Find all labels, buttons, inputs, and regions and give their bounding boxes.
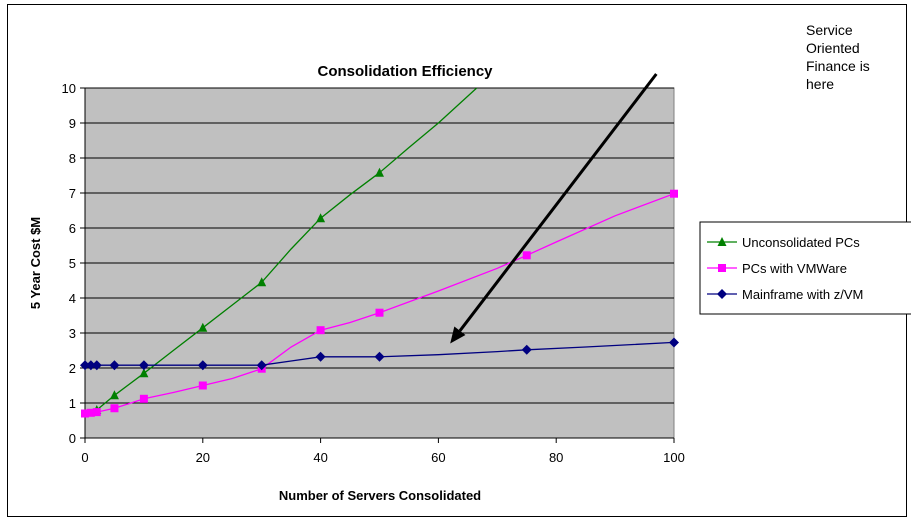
data-point — [109, 390, 119, 400]
data-point — [315, 351, 326, 362]
y-tick-label: 9 — [69, 116, 76, 131]
y-tick-label: 5 — [69, 256, 76, 271]
data-point — [109, 360, 120, 371]
y-tick-label: 6 — [69, 221, 76, 236]
y-tick-label: 2 — [69, 361, 76, 376]
y-tick-label: 8 — [69, 151, 76, 166]
data-point — [139, 394, 148, 403]
data-point — [669, 337, 679, 348]
annotation-arrowhead — [450, 326, 466, 344]
x-tick-label: 100 — [663, 450, 685, 465]
annotation-arrow — [458, 73, 658, 332]
data-point — [91, 360, 102, 371]
annotation: Service Oriented Finance is here — [450, 22, 870, 344]
data-point — [257, 277, 267, 287]
data-point — [316, 213, 326, 223]
data-point — [139, 368, 149, 378]
data-point — [521, 344, 532, 355]
y-tick-label: 10 — [62, 81, 76, 96]
y-tick-label: 1 — [69, 396, 76, 411]
legend-entry: PCs with VMWare — [707, 261, 847, 276]
legend-marker — [718, 264, 726, 272]
y-axis-title: 5 Year Cost $M — [28, 217, 43, 309]
data-point — [670, 189, 678, 198]
series-line — [85, 341, 674, 366]
legend-marker — [717, 289, 727, 299]
data-point — [86, 408, 95, 417]
series-mainframe-zvm — [80, 337, 679, 371]
annotation-text-line: Service — [806, 22, 853, 38]
data-point — [92, 408, 101, 417]
annotation-text-line: Oriented — [806, 40, 860, 56]
x-tick-label: 20 — [196, 450, 210, 465]
data-point — [197, 360, 208, 371]
x-tick-label: 80 — [549, 450, 563, 465]
legend-marker — [717, 237, 727, 246]
data-point — [316, 326, 325, 335]
annotation-text-line: here — [806, 76, 834, 92]
series-layer — [80, 88, 679, 418]
data-point — [138, 360, 149, 371]
y-tick-label: 3 — [69, 326, 76, 341]
chart-title: Consolidation Efficiency — [317, 63, 493, 80]
y-tick-label: 0 — [69, 431, 76, 446]
data-point — [81, 409, 89, 418]
data-point — [522, 251, 531, 260]
legend: Unconsolidated PCs PCs with VMWare Mainfra… — [699, 221, 911, 315]
data-point — [374, 351, 385, 362]
series-pcs-with-vmware — [81, 189, 678, 418]
data-point — [375, 167, 384, 177]
x-tick-label: 0 — [81, 450, 88, 465]
y-tick-label: 4 — [69, 291, 76, 306]
data-point — [198, 322, 208, 332]
x-axis-title: Number of Servers Consolidated — [279, 488, 481, 503]
x-tick-label: 40 — [313, 450, 327, 465]
data-point — [198, 381, 207, 390]
annotation-text-line: Finance is — [806, 58, 870, 74]
legend-label: Mainframe with z/VM — [742, 287, 863, 302]
data-point — [80, 360, 90, 371]
data-point — [375, 308, 384, 317]
data-point — [85, 360, 96, 371]
data-point — [110, 404, 119, 413]
legend-entry: Mainframe with z/VM — [707, 287, 863, 302]
legend-label: PCs with VMWare — [742, 261, 847, 276]
y-tick-label: 7 — [69, 186, 76, 201]
data-point — [256, 360, 267, 371]
series-line — [85, 193, 674, 415]
legend-entry: Unconsolidated PCs — [707, 235, 860, 250]
legend-label: Unconsolidated PCs — [742, 235, 860, 250]
series-unconsolidated-pcs — [90, 88, 478, 415]
x-tick-label: 60 — [431, 450, 445, 465]
gridlines — [85, 87, 674, 404]
